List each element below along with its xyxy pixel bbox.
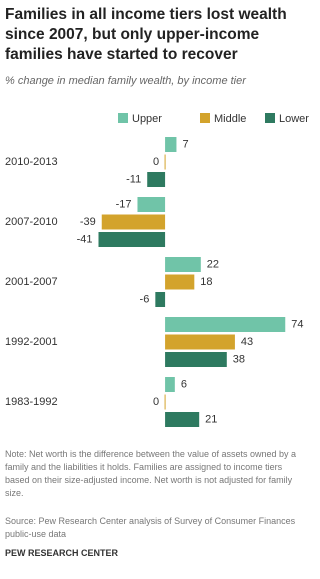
value-label: 18 [200, 276, 212, 288]
bar [98, 232, 166, 247]
bar [165, 352, 227, 367]
category-label: 2010-2013 [5, 156, 58, 168]
bar [165, 377, 175, 392]
value-label: -41 [77, 233, 93, 245]
bar [164, 394, 166, 410]
value-label: 22 [207, 258, 219, 270]
category-label: 1983-1992 [5, 396, 58, 408]
chart: Upper Middle Lower 2010-2013 7 0 -11 2007-2010 -… [5, 113, 309, 427]
bar [165, 274, 195, 290]
legend-swatch [265, 113, 275, 123]
brand: PEW RESEARCH CENTER [5, 548, 119, 558]
category-label: 1992-2001 [5, 336, 58, 348]
value-label: 43 [241, 336, 253, 348]
bar [165, 137, 177, 152]
bar [165, 257, 201, 272]
value-label: 74 [291, 318, 303, 330]
bar [165, 412, 200, 427]
value-label: 6 [181, 378, 187, 390]
value-label: 38 [233, 353, 245, 365]
category-label: 2007-2010 [5, 216, 58, 228]
legend-label: Lower [279, 113, 309, 125]
value-label: 7 [182, 138, 188, 150]
page: Families in all income tiers lost wealth… [5, 6, 310, 558]
value-label: -11 [126, 173, 141, 185]
note: Note: Net worth is the difference betwee… [5, 449, 297, 498]
source: Source: Pew Research Center analysis of … [5, 516, 296, 539]
bar [155, 292, 166, 307]
bar [164, 154, 166, 170]
chart-title: Families in all income tiers lost wealth… [5, 6, 287, 63]
value-label: -17 [116, 198, 132, 210]
value-label: 0 [153, 396, 159, 408]
bar [101, 214, 166, 230]
value-label: 0 [153, 156, 159, 168]
chart-subtitle: % change in median family wealth, by inc… [5, 75, 246, 87]
category-label: 2001-2007 [5, 276, 58, 288]
legend-swatch [200, 113, 210, 123]
bar [165, 334, 235, 350]
bar [147, 172, 166, 187]
value-label: -6 [140, 293, 150, 305]
legend-label: Upper [132, 113, 162, 125]
legend-label: Middle [214, 113, 246, 125]
value-label: 21 [205, 413, 217, 425]
value-label: -39 [80, 216, 96, 228]
legend-swatch [118, 113, 128, 123]
bar [165, 317, 286, 332]
bar [137, 197, 166, 212]
